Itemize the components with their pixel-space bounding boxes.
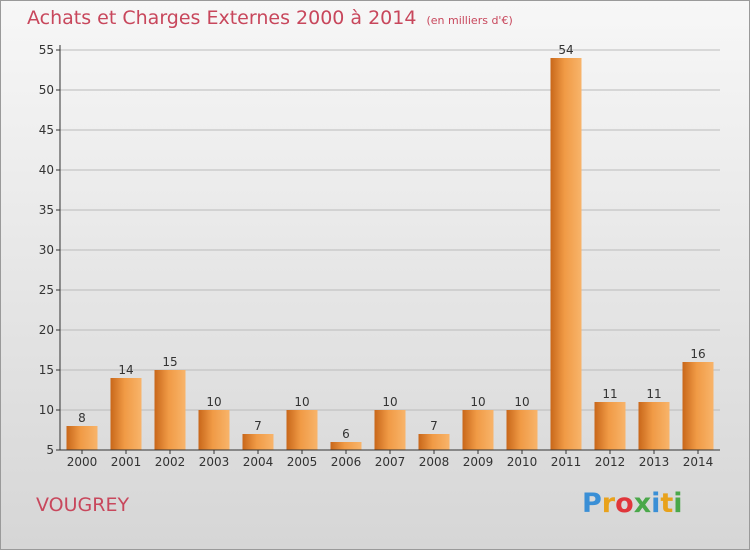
x-tick-label: 2005 xyxy=(287,455,318,469)
data-label: 14 xyxy=(118,363,133,377)
x-tick-label: 2006 xyxy=(331,455,362,469)
bars xyxy=(66,58,714,450)
x-tick-label: 2010 xyxy=(507,455,538,469)
bar xyxy=(682,362,714,450)
data-label: 7 xyxy=(430,419,438,433)
bar xyxy=(330,442,362,450)
y-tick-label: 50 xyxy=(39,83,54,97)
logo-letter: o xyxy=(615,488,634,519)
y-tick-label: 20 xyxy=(39,323,54,337)
logo-letter: x xyxy=(633,488,652,519)
y-tick-label: 35 xyxy=(39,203,54,217)
y-tick-label: 15 xyxy=(39,363,54,377)
chart-subtitle: (en milliers d'€) xyxy=(426,14,513,27)
labels: 5 10 15 20 25 30 35 40 45 50 55 8 2000 14 2001 15 2002 10… xyxy=(39,43,714,469)
bar xyxy=(462,410,494,450)
data-label: 16 xyxy=(690,347,705,361)
x-tick-label: 2000 xyxy=(67,455,98,469)
commune-name: VOUGREY xyxy=(36,494,130,516)
x-tick-label: 2011 xyxy=(551,455,582,469)
x-tick-label: 2009 xyxy=(463,455,494,469)
x-tick-label: 2013 xyxy=(639,455,670,469)
x-tick-label: 2012 xyxy=(595,455,626,469)
data-label: 11 xyxy=(602,387,617,401)
chart-title: Achats et Charges Externes 2000 à 2014 (e… xyxy=(27,7,513,29)
data-label: 11 xyxy=(646,387,661,401)
logo-letter: P xyxy=(582,488,602,519)
bar xyxy=(418,434,450,450)
data-label: 10 xyxy=(470,395,485,409)
x-tick-label: 2001 xyxy=(111,455,142,469)
logo-letter: i xyxy=(673,488,683,519)
bar xyxy=(198,410,230,450)
x-tick-label: 2004 xyxy=(243,455,274,469)
bar xyxy=(594,402,626,450)
x-tick-label: 2014 xyxy=(683,455,714,469)
proxiti-logo: Proxiti xyxy=(582,488,683,519)
bar xyxy=(154,370,186,450)
bar xyxy=(506,410,538,450)
y-tick-label: 40 xyxy=(39,163,54,177)
data-label: 7 xyxy=(254,419,262,433)
logo-letter: r xyxy=(601,488,616,519)
y-tick-label: 25 xyxy=(39,283,54,297)
y-tick-label: 45 xyxy=(39,123,54,137)
bar xyxy=(66,426,98,450)
x-tick-label: 2003 xyxy=(199,455,230,469)
bar xyxy=(550,58,582,450)
data-label: 10 xyxy=(382,395,397,409)
data-label: 8 xyxy=(78,411,86,425)
logo-letter: i xyxy=(651,488,661,519)
x-tick-label: 2007 xyxy=(375,455,406,469)
logo-letter: t xyxy=(660,488,674,519)
data-label: 10 xyxy=(514,395,529,409)
y-tick-label: 10 xyxy=(39,403,54,417)
y-tick-label: 55 xyxy=(39,43,54,57)
data-label: 10 xyxy=(206,395,221,409)
axes xyxy=(56,45,720,454)
y-tick-label: 30 xyxy=(39,243,54,257)
data-label: 54 xyxy=(558,43,573,57)
grid-lines xyxy=(60,49,720,451)
y-tick-label: 5 xyxy=(46,443,54,457)
bar xyxy=(110,378,142,450)
bar xyxy=(374,410,406,450)
data-label: 15 xyxy=(162,355,177,369)
chart-title-text: Achats et Charges Externes 2000 à 2014 xyxy=(27,7,417,29)
data-label: 6 xyxy=(342,427,350,441)
data-label: 10 xyxy=(294,395,309,409)
bar xyxy=(286,410,318,450)
x-tick-label: 2008 xyxy=(419,455,450,469)
bar xyxy=(638,402,670,450)
bar xyxy=(242,434,274,450)
x-tick-label: 2002 xyxy=(155,455,186,469)
